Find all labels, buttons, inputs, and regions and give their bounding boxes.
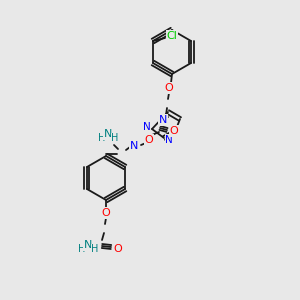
- Text: O: O: [145, 135, 153, 145]
- Text: N: N: [165, 135, 173, 145]
- Text: N: N: [84, 240, 92, 250]
- Text: N: N: [104, 129, 112, 139]
- Text: N: N: [130, 141, 138, 151]
- Text: O: O: [102, 208, 110, 218]
- Text: N: N: [143, 122, 151, 132]
- Text: H: H: [78, 244, 86, 254]
- Text: O: O: [169, 126, 178, 136]
- Text: O: O: [114, 244, 122, 254]
- Text: H: H: [91, 244, 99, 254]
- Text: O: O: [165, 83, 173, 93]
- Text: N: N: [159, 115, 167, 125]
- Text: Cl: Cl: [167, 31, 177, 41]
- Text: H: H: [111, 133, 119, 143]
- Text: H: H: [98, 133, 106, 143]
